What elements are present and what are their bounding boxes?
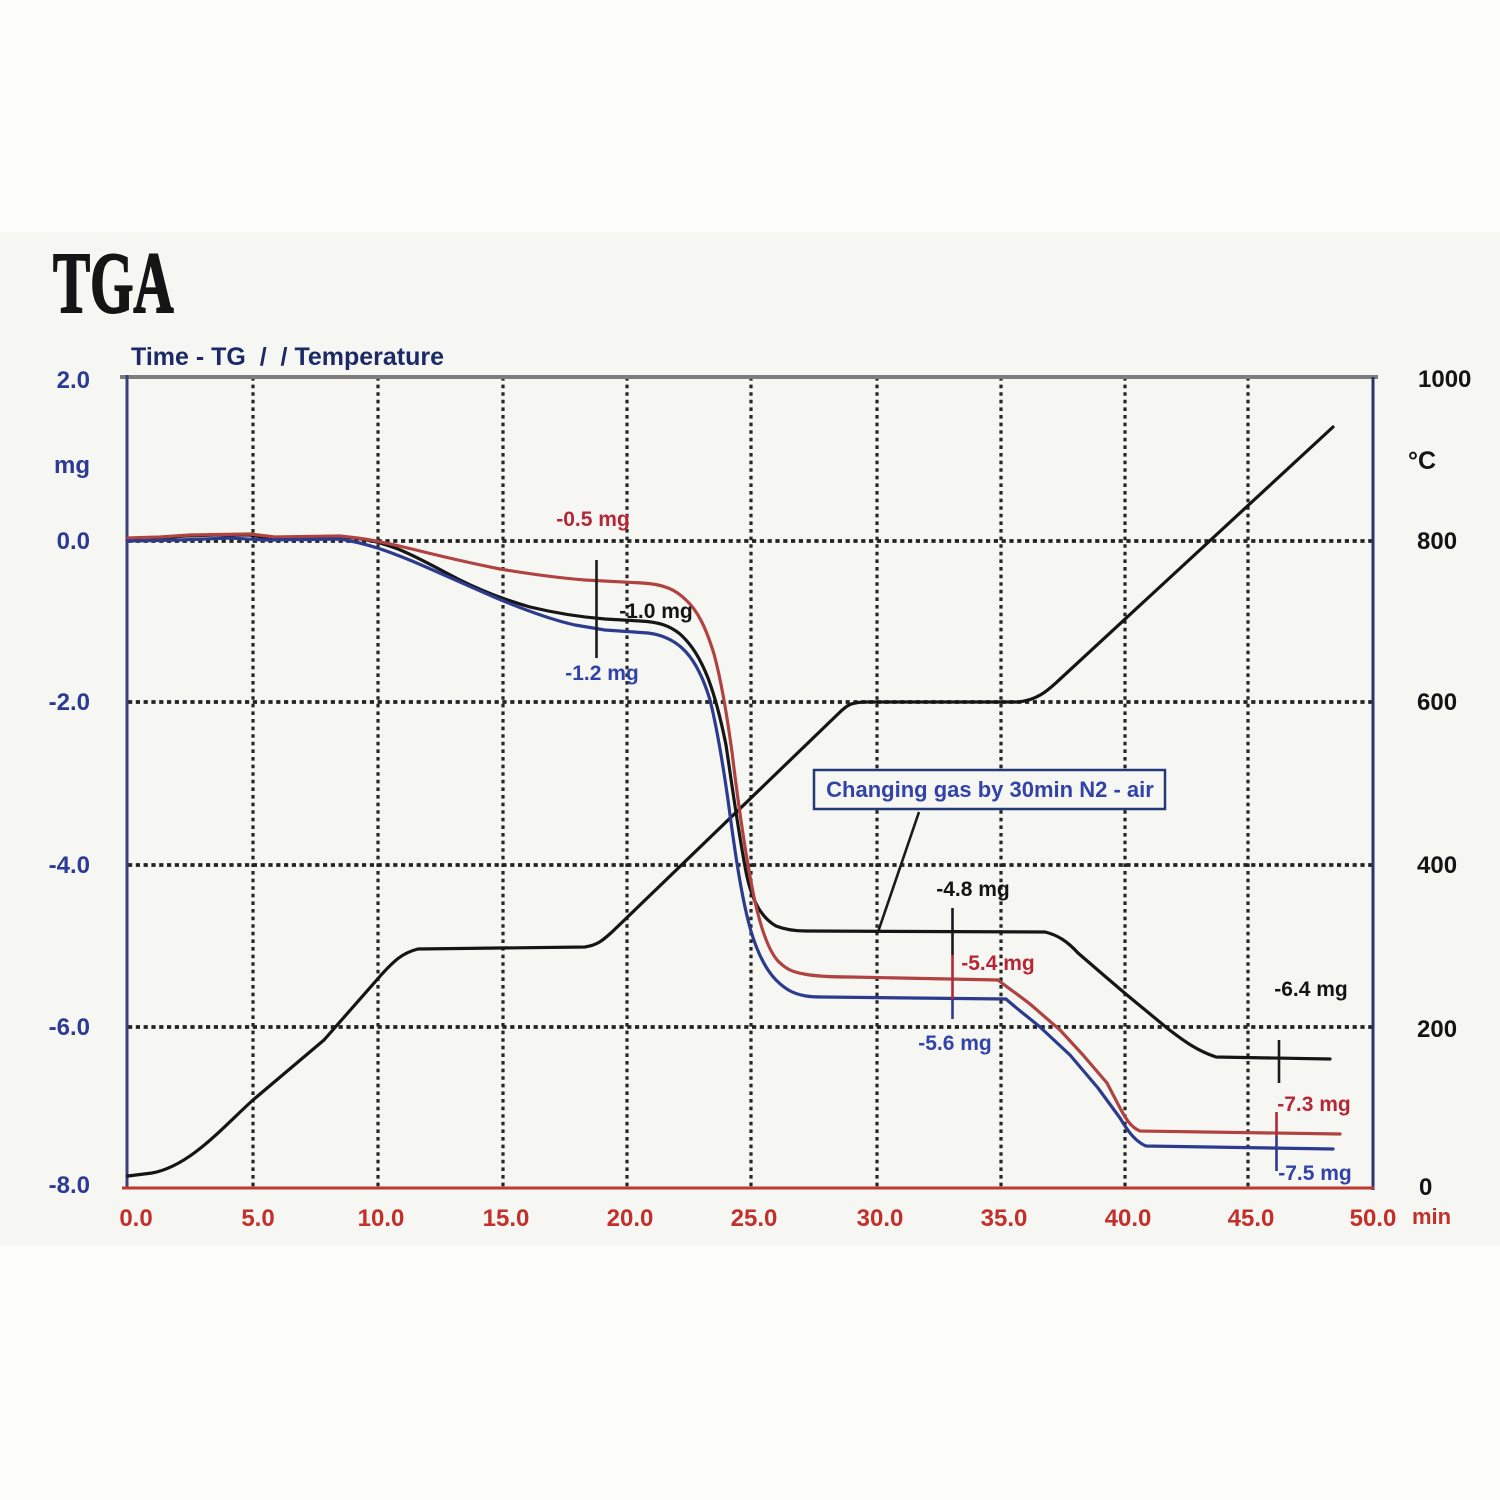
svg-text:-7.3 mg: -7.3 mg [1277, 1093, 1351, 1116]
svg-text:mg: mg [54, 452, 90, 479]
svg-text:1000: 1000 [1418, 366, 1471, 393]
svg-text:-1.2 mg: -1.2 mg [565, 662, 639, 685]
svg-text:20.0: 20.0 [607, 1205, 654, 1232]
svg-text:-5.4 mg: -5.4 mg [961, 952, 1035, 975]
svg-text:10.0: 10.0 [358, 1205, 405, 1232]
svg-text:600: 600 [1417, 689, 1457, 716]
svg-text:15.0: 15.0 [483, 1205, 530, 1232]
svg-text:Time - TG / / Temperature: Time - TG / / Temperature [131, 343, 444, 371]
svg-text:0.0: 0.0 [57, 528, 90, 555]
svg-text:-7.5 mg: -7.5 mg [1278, 1162, 1352, 1185]
svg-text:0.0: 0.0 [119, 1205, 152, 1232]
svg-text:40.0: 40.0 [1105, 1205, 1152, 1232]
svg-text:5.0: 5.0 [241, 1205, 274, 1232]
svg-text:30.0: 30.0 [857, 1205, 904, 1232]
svg-text:-8.0: -8.0 [49, 1172, 90, 1199]
svg-text:50.0: 50.0 [1350, 1205, 1397, 1232]
svg-text:-6.4 mg: -6.4 mg [1274, 978, 1348, 1001]
svg-text:35.0: 35.0 [981, 1205, 1028, 1232]
svg-text:25.0: 25.0 [731, 1205, 778, 1232]
svg-text:2.0: 2.0 [57, 367, 90, 394]
svg-text:°C: °C [1408, 447, 1436, 475]
svg-text:-4.8 mg: -4.8 mg [936, 878, 1010, 901]
svg-text:-5.6 mg: -5.6 mg [918, 1032, 992, 1055]
svg-text:400: 400 [1417, 852, 1457, 879]
svg-text:200: 200 [1417, 1016, 1457, 1043]
svg-text:min: min [1412, 1204, 1451, 1229]
svg-text:-4.0: -4.0 [49, 852, 90, 879]
svg-text:45.0: 45.0 [1228, 1205, 1275, 1232]
svg-text:Changing gas by 30min N2 - air: Changing gas by 30min N2 - air [826, 777, 1154, 802]
svg-text:-1.0 mg: -1.0 mg [619, 600, 693, 623]
svg-text:0: 0 [1419, 1174, 1432, 1201]
svg-text:-2.0: -2.0 [49, 689, 90, 716]
svg-text:TGA: TGA [53, 235, 174, 331]
svg-text:-0.5 mg: -0.5 mg [556, 508, 630, 531]
svg-text:-6.0: -6.0 [49, 1014, 90, 1041]
svg-text:800: 800 [1417, 528, 1457, 555]
